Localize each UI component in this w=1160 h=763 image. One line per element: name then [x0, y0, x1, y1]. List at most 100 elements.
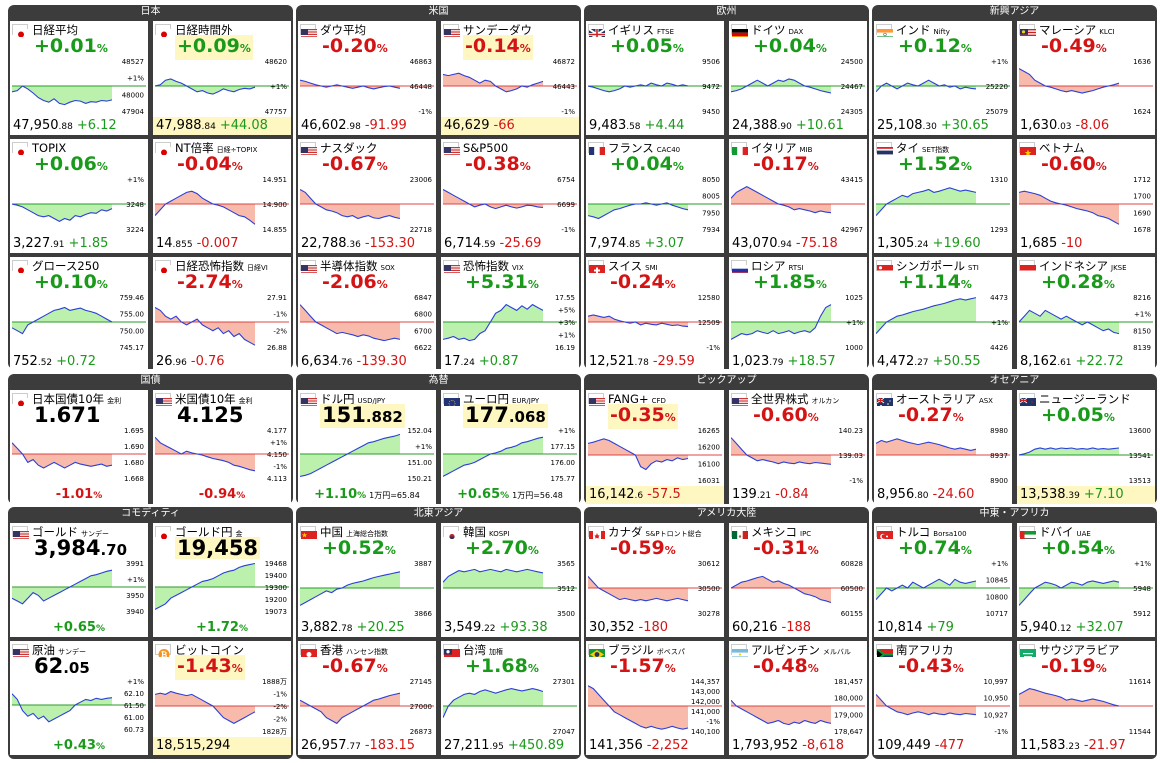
tile-name-text: TOPIX [32, 141, 67, 155]
market-tile[interactable]: イタリア MIB -0.17% 43415 42967 43,070.94 -75.18 [729, 139, 867, 253]
price-integer: 24,388 [732, 118, 778, 133]
market-tile[interactable]: グロース250 +0.10% 759.46 755.00 750.00 745.17 752… [10, 257, 148, 371]
market-tile[interactable]: TOPIX +0.06% +1% 3248 3224 3,227.91 +1.85 [10, 139, 148, 253]
chart-level-label: -1% [273, 691, 287, 699]
market-tile[interactable]: スイス SMI -0.24% 12580 12509 -1% 12,521.78 -29.59 [586, 257, 724, 371]
chart-level-label: 24500 [841, 58, 863, 66]
price-integer: 27,211 [444, 738, 490, 753]
tile-header: 韓国 KOSPI [443, 525, 577, 539]
market-tile[interactable]: シンガポール STI +1.14% 4473 +1% 4426 4,472.27 +50.55 [874, 257, 1012, 371]
tile-name-text: 全世界株式 [751, 392, 809, 406]
percent-sign: % [95, 624, 105, 634]
market-tile[interactable]: 日経時間外 +0.09% 48620 +1% 47757 47,988.84 +44.08 [153, 21, 291, 135]
market-group: コモディティ ゴールド サンデー 3,984.70 3991 +1% 3950 3940 +0.… [8, 507, 293, 759]
tile-name-text: アルゼンチン [751, 643, 820, 657]
chart-level-label: +1% [991, 560, 1008, 568]
market-tile[interactable]: ブラジル ボベスパ -1.57% 144,357 143,000 142,000 141,0… [586, 641, 724, 755]
market-tile[interactable]: 恐怖指数 VIX +5.31% 17.55 +5% +3% +1% 16.19 17.24 +0.… [441, 257, 579, 371]
price-change: -8,618 [802, 738, 845, 753]
market-tile[interactable]: ユーロ円 EUR/JPY 177.068 +1% 177.15 176.00 175.77 +… [441, 390, 579, 504]
price-integer: 7,974 [589, 236, 627, 251]
tile-name: タイ SET指数 [896, 141, 949, 155]
market-tile[interactable]: ゴールド円金 19,458 19468 19400 19300 19200 19073 +1.… [153, 523, 291, 637]
tile-subname: CAC40 [656, 146, 681, 154]
market-tile[interactable]: 日経平均 +0.01% 48527 +1% 48000 47904 47,950.88 +6.… [10, 21, 148, 135]
market-tile[interactable]: オーストラリア ASX -0.27% 8980 8937 8900 8,956.80 -24.… [874, 390, 1012, 504]
flag-icon [1019, 142, 1036, 155]
tile-name-text: 韓国 [463, 525, 486, 539]
tile-footer: 1,793,952 -8,618 [729, 737, 867, 755]
chart-fill [1019, 448, 1119, 455]
tile-footer: 752.52 +0.72 [10, 353, 148, 371]
market-tile[interactable]: トルコ Borsa100 +0.74% +1% 10845 10800 10717 10,81… [874, 523, 1012, 637]
market-tile[interactable]: 台湾 加権 +1.68% 27301 27047 27,211.95 +450.89 [441, 641, 579, 755]
market-tile[interactable]: ドイツ DAX +0.04% 24500 24467 24305 24,388.90 +10.… [729, 21, 867, 135]
market-tile[interactable]: インドネシア JKSE +0.28% 8216 +1% 8150 8139 8,162.61 +… [1017, 257, 1155, 371]
change-percent: -0.14% [463, 35, 533, 60]
change-percent: -1.01% [10, 487, 148, 502]
market-tile[interactable]: イギリス FTSE +0.05% 9506 9472 9450 9,483.58 +4.44 [586, 21, 724, 135]
market-tile[interactable]: S&P500 -0.38% 6754 6699 -1% 6,714.59 -25.69 [441, 139, 579, 253]
tile-name: 米国債10年 金利 [175, 392, 253, 406]
chart-fill [443, 304, 543, 341]
percent-sign: % [376, 662, 388, 675]
market-tile[interactable]: アルゼンチン メルバル -0.48% 181,457 180,000 179,000 178… [729, 641, 867, 755]
market-tile[interactable]: サウジアラビア -0.19% 11614 11544 11,583.23 -21.97 [1017, 641, 1155, 755]
market-tile[interactable]: FANG+ CFD -0.35% 16265 16200 16100 16031 16,142… [586, 390, 724, 504]
market-tile[interactable]: マレーシア KLCI -0.49% 1636 1624 1,630.03 -8.06 [1017, 21, 1155, 135]
market-tile[interactable]: 日本国債10年 金利 1.671 1.695 1.690 1.680 1.668 -1.01% [10, 390, 148, 504]
tile-name-text: グロース250 [32, 259, 100, 273]
market-tile[interactable]: ₿ ビットコイン -1.43% 1888万 -1% -2% -2% 1828万 18,515,2… [153, 641, 291, 755]
market-tile[interactable]: ゴールド サンデー 3,984.70 3991 +1% 3950 3940 +0.65% [10, 523, 148, 637]
market-tile[interactable]: 原油 サンデー 62.05 +1% 62.10 61.50 61.00 60.73 +0.43% [10, 641, 148, 755]
change-percent-value: +0.12 [898, 35, 961, 57]
tile-header: サウジアラビア [1019, 643, 1153, 657]
market-tile[interactable]: ドル円 USD/JPY 151.882 152.04 +1% 151.00 150.21 +1… [298, 390, 436, 504]
chart-level-label: 27.91 [267, 294, 287, 302]
chart-level-label: 4.113 [267, 475, 287, 483]
group-title: 新興アジア [989, 6, 1040, 17]
market-tile[interactable]: 日経恐怖指数 日経VI -2.74% 27.91 -1% -2% 26.88 26.96 -0.… [153, 257, 291, 371]
market-tile[interactable]: インド Nifty +0.12% +1% 25220 25079 25,108.30 +30.… [874, 21, 1012, 135]
market-tile[interactable]: メキシコ IPC -0.31% 60828 60500 60155 60,216 -188 [729, 523, 867, 637]
tile-footer: 1,023.79 +18.57 [729, 353, 867, 371]
market-tile[interactable]: 韓国 KOSPI +2.70% 3565 3512 3500 3,549.22 +93.38 [441, 523, 579, 637]
chart-level-label: 11544 [1129, 728, 1152, 736]
chart-line [588, 314, 689, 328]
market-tile[interactable]: 香港 ハンセン指数 -0.67% 27145 27000 26873 26,957.77 -1… [298, 641, 436, 755]
percent-sign: % [527, 278, 539, 291]
market-tile[interactable]: NT倍率 日経÷TOPIX -0.04% 14.951 14.900 14.855 14.8… [153, 139, 291, 253]
tile-footer: 47,950.88 +6.12 [10, 117, 148, 135]
market-tile[interactable]: ナスダック -0.67% 23006 22718 22,788.36 -153.30 [298, 139, 436, 253]
market-tile[interactable]: ドバイ UAE +0.54% +1% 5948 5912 5,940.12 +32.07 [1017, 523, 1155, 637]
tile-footer: 46,629 -66 [441, 117, 579, 135]
market-tile[interactable]: 南アフリカ -0.43% 10,997 10,950 10,927 -1% 109,449-… [874, 641, 1012, 755]
market-tile[interactable]: ニュージーランド +0.05% 13600 13541 13513 13,538.39 +7… [1017, 390, 1155, 504]
flag-icon [731, 142, 748, 155]
chart-level-label: -2% [273, 703, 287, 711]
group-title: アメリカ大陸 [696, 508, 757, 519]
market-tile[interactable]: カナダ S&Pトロント総合 -0.59% 30612 30500 30278 30,352-… [586, 523, 724, 637]
market-tile[interactable]: ベトナム -0.60% 1712 1700 1690 1678 1,685 -10 [1017, 139, 1155, 253]
price-change: +44.08 [219, 118, 268, 133]
market-tile[interactable]: タイ SET指数 +1.52% 1310 1293 1,305.24 +19.60 [874, 139, 1012, 253]
market-tile[interactable]: ダウ平均 -0.20% 46863 46448 -1% 46,602.98 -91.99 [298, 21, 436, 135]
market-tile[interactable]: サンデーダウ -0.14% 46872 46443 -1% 46,629 -66 [441, 21, 579, 135]
value-integer: 62 [34, 654, 64, 678]
percent-sign: % [807, 662, 819, 675]
market-tile[interactable]: 全世界株式 オルカン -0.60% 140.23 139.03 -1% 139.21 -0.8… [729, 390, 867, 504]
price: 13,538.39 +7.10 [1020, 486, 1124, 504]
price: 8,162.61 +22.72 [1020, 353, 1124, 371]
market-tile[interactable]: 米国債10年 金利 4.125 4.177 +1% 4.150 -1% 4.113 -0.94% [153, 390, 291, 504]
chart-level-label: 16265 [698, 427, 720, 435]
tile-name: インド Nifty [896, 23, 950, 37]
market-tile[interactable]: ロシア RTSI +1.85% 1025 +1% 1000 1,023.79 +18.57 [729, 257, 867, 371]
price-decimal: .39 [1065, 491, 1080, 501]
market-tile[interactable]: 中国 上海総合指数 +0.52% 3887 3866 3,882.78 +20.25 [298, 523, 436, 637]
chart-level-label: 14.900 [263, 201, 288, 209]
change-percent: -1.57% [608, 655, 678, 680]
market-tile[interactable]: 半導体指数 SOX -2.06% 6847 6800 6700 6622 6,634.76 -1… [298, 257, 436, 371]
tile-subname: オルカン [811, 397, 840, 405]
chart-level-label: -1% [706, 718, 720, 726]
market-tile[interactable]: フランス CAC40 +0.04% 8050 8005 7950 7934 7,974.85 +… [586, 139, 724, 253]
